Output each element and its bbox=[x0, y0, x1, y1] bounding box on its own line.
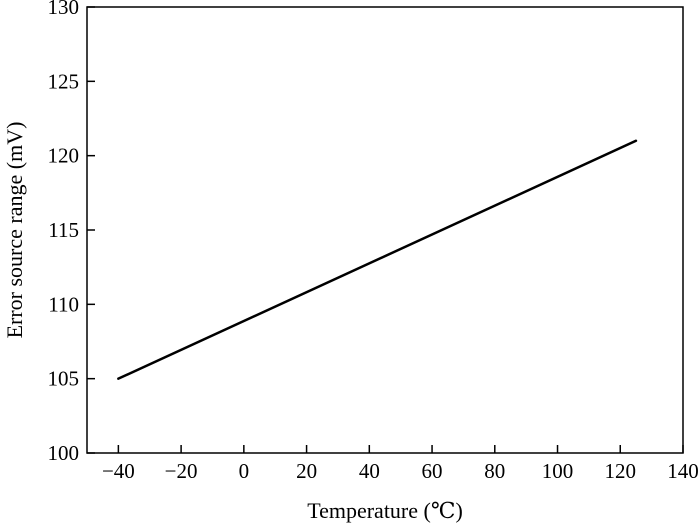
series-layer bbox=[117, 139, 638, 380]
x-tick-label: −20 bbox=[165, 459, 198, 483]
y-tick-label: 120 bbox=[48, 144, 80, 168]
x-tick-label: 80 bbox=[484, 459, 505, 483]
y-axis-title: Error source range (mV) bbox=[2, 122, 27, 339]
x-tick-label: 140 bbox=[667, 459, 699, 483]
x-tick-label: 0 bbox=[239, 459, 250, 483]
y-tick-label: 115 bbox=[48, 218, 79, 242]
y-axis-ticks: 100 105 110 115 120 125 130 bbox=[48, 0, 95, 465]
plot-frame bbox=[86, 6, 684, 454]
x-tick-label: 120 bbox=[605, 459, 637, 483]
y-tick-label: 125 bbox=[48, 69, 80, 93]
y-tick-label: 105 bbox=[48, 367, 80, 391]
x-tick-label: 40 bbox=[359, 459, 380, 483]
x-axis-title: Temperature (℃) bbox=[307, 498, 463, 523]
y-tick-label: 130 bbox=[48, 0, 80, 19]
y-tick-label: 100 bbox=[48, 441, 80, 465]
x-tick-label: 100 bbox=[542, 459, 574, 483]
x-tick-label: 60 bbox=[422, 459, 443, 483]
y-tick-label: 110 bbox=[48, 292, 79, 316]
series-line bbox=[117, 139, 638, 380]
x-tick-label: −40 bbox=[102, 459, 135, 483]
x-tick-label: 20 bbox=[296, 459, 317, 483]
x-axis-ticks: −40 −20 0 20 40 60 80 100 120 140 bbox=[102, 445, 699, 483]
